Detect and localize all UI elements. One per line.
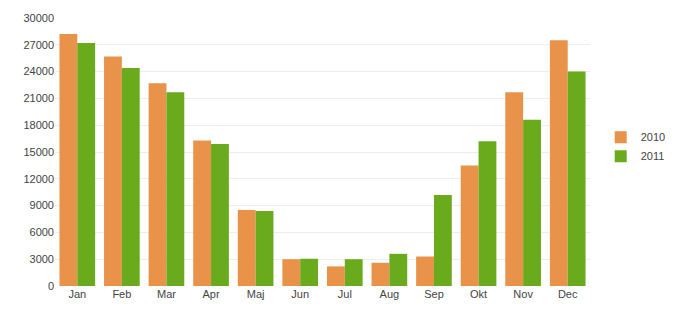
svg-text:Jul: Jul: [338, 288, 352, 300]
svg-text:3000: 3000: [30, 253, 54, 265]
svg-text:24000: 24000: [23, 65, 54, 77]
svg-text:Maj: Maj: [247, 288, 265, 300]
svg-text:Feb: Feb: [112, 288, 131, 300]
svg-text:6000: 6000: [30, 226, 54, 238]
svg-text:27000: 27000: [23, 39, 54, 51]
svg-text:15000: 15000: [23, 146, 54, 158]
svg-text:Okt: Okt: [470, 288, 487, 300]
svg-text:Jan: Jan: [68, 288, 86, 300]
svg-text:Jun: Jun: [291, 288, 309, 300]
svg-text:Sep: Sep: [424, 288, 444, 300]
svg-text:Nov: Nov: [513, 288, 533, 300]
svg-text:Aug: Aug: [380, 288, 400, 300]
svg-text:Dec: Dec: [558, 288, 578, 300]
svg-text:9000: 9000: [30, 199, 54, 211]
svg-text:Mar: Mar: [157, 288, 176, 300]
svg-text:2010: 2010: [641, 131, 665, 143]
svg-text:12000: 12000: [23, 173, 54, 185]
svg-text:0: 0: [48, 280, 54, 292]
svg-text:18000: 18000: [23, 119, 54, 131]
svg-text:2011: 2011: [641, 150, 665, 162]
svg-text:Apr: Apr: [202, 288, 219, 300]
svg-text:21000: 21000: [23, 92, 54, 104]
svg-text:30000: 30000: [23, 12, 54, 24]
